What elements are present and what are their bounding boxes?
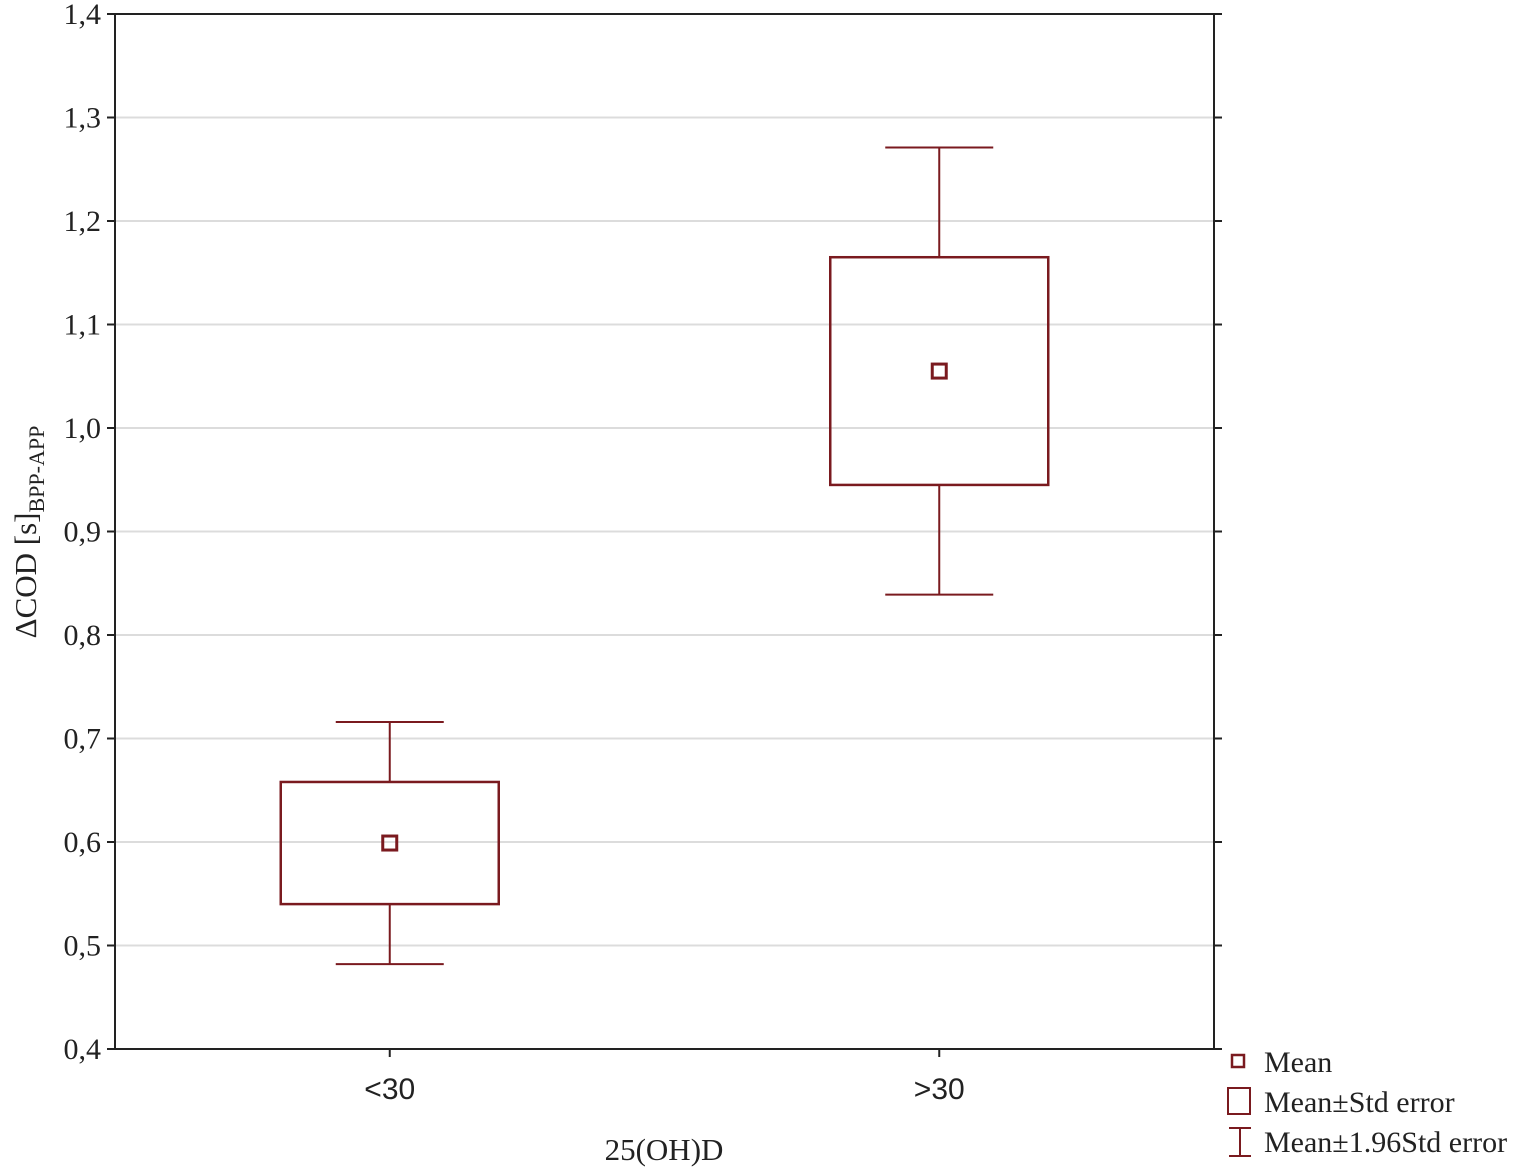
y-axis-title-subscript: BPP-APP — [24, 426, 49, 513]
legend: Mean Mean±Std error Mean±1.96Std error — [1227, 1046, 1507, 1159]
y-tick-label: 1,0 — [64, 412, 102, 445]
y-axis-ticks: 0,4 0,5 0,6 0,7 0,8 0,9 1,0 1,1 1,2 1,3 1,4 — [64, 0, 1222, 1066]
mean-marker — [930, 362, 948, 380]
box-series — [279, 146, 1050, 966]
legend-se-box-symbol — [1227, 1087, 1251, 1115]
y-tick-label: 0,5 — [64, 930, 102, 963]
y-tick-label: 0,8 — [64, 619, 102, 652]
std-error-box — [279, 780, 500, 906]
legend-mean-symbol — [1230, 1053, 1246, 1069]
mean-marker — [381, 834, 399, 852]
y-tick-label: 0,9 — [64, 516, 102, 549]
legend-mean-label: Mean — [1264, 1046, 1332, 1079]
y-tick-label: 1,2 — [64, 205, 102, 238]
legend-ci-whisker-symbol — [1229, 1127, 1251, 1157]
y-tick-label: 0,6 — [64, 826, 102, 859]
y-axis-title-main: ΔCOD [s] — [8, 512, 43, 638]
y-tick-label: 1,4 — [64, 0, 102, 31]
std-error-box — [829, 255, 1050, 487]
x-tick-label: >30 — [914, 1073, 965, 1106]
x-tick-label: <30 — [364, 1073, 415, 1106]
y-axis-title: ΔCOD [s]BPP-APP — [8, 426, 49, 639]
y-tick-label: 0,7 — [64, 723, 102, 756]
box-group — [829, 146, 1050, 596]
box-group — [279, 720, 500, 966]
legend-ci-label: Mean±1.96Std error — [1264, 1126, 1507, 1159]
legend-se-label: Mean±Std error — [1264, 1086, 1455, 1119]
x-axis-title: 25(OH)D — [605, 1132, 724, 1167]
x-axis-ticks: <30 >30 — [364, 1049, 965, 1106]
y-tick-label: 0,4 — [64, 1033, 102, 1066]
y-tick-label: 1,1 — [64, 309, 102, 342]
y-tick-label: 1,3 — [64, 102, 102, 135]
grid-lines — [115, 116, 1214, 947]
